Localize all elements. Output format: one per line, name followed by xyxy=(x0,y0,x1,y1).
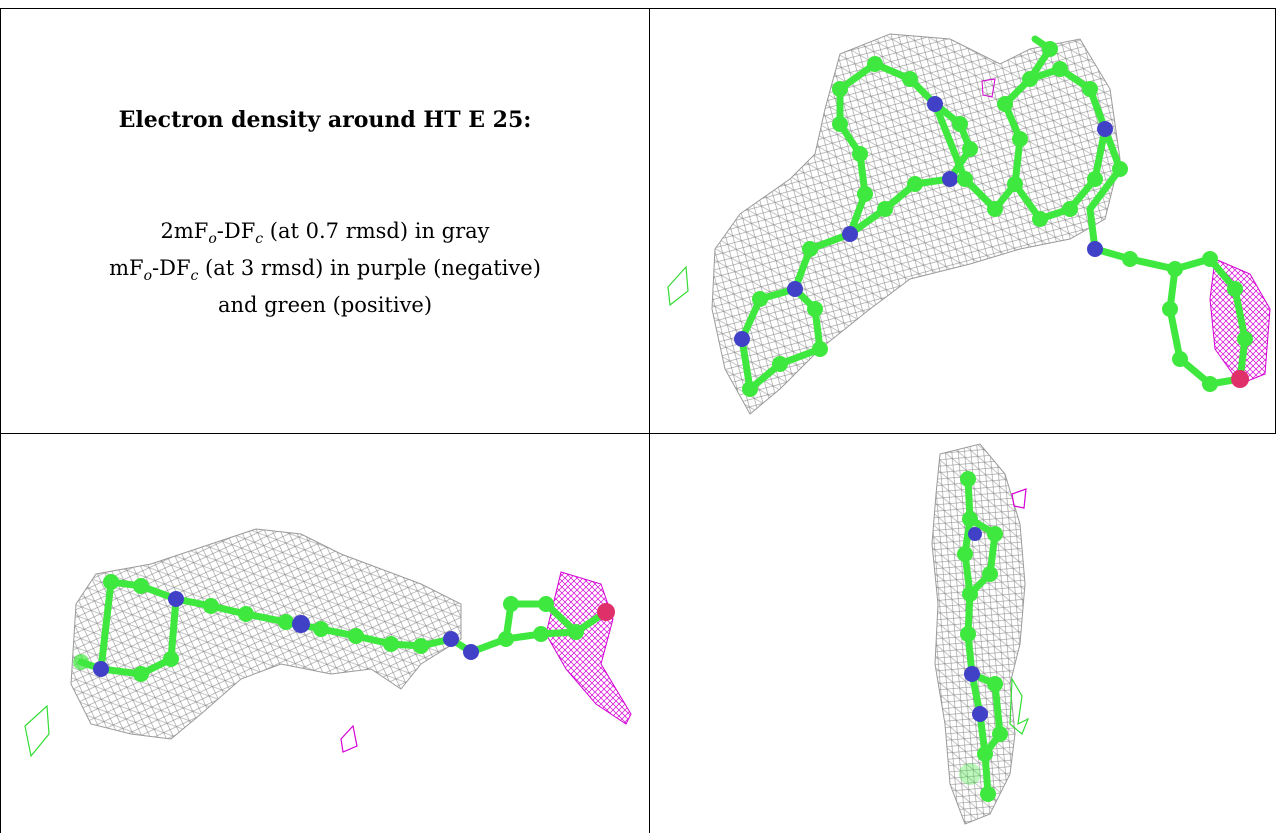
molecule-view-bottom-left xyxy=(24,528,632,758)
atoms-bottom-right xyxy=(957,471,1008,802)
table-border-left xyxy=(0,8,1,833)
caption-cell: Electron density around HT E 25: 2mFo-DF… xyxy=(1,9,649,433)
density-mesh-negative xyxy=(545,571,632,725)
density-mesh-negative-small xyxy=(981,78,996,98)
caption-text: 2mFo-DFc (at 0.7 rmsd) in gray mFo-DFc (… xyxy=(1,217,649,320)
atoms-top-right xyxy=(734,41,1253,397)
view-top-right xyxy=(650,9,1275,433)
table-border-top xyxy=(0,8,1276,9)
atoms-bottom-left xyxy=(73,574,615,682)
table-border-center xyxy=(649,8,650,833)
density-mesh-negative-small xyxy=(340,724,358,753)
view-bottom-right xyxy=(650,434,1276,833)
caption-line-3: and green (positive) xyxy=(217,293,433,318)
density-mesh-gray xyxy=(931,443,1026,825)
density-mesh-positive xyxy=(24,704,50,758)
density-mesh-gray xyxy=(711,33,1121,415)
molecule-view-bottom-right xyxy=(931,443,1030,825)
density-mesh-negative xyxy=(1011,488,1027,509)
caption-title: Electron density around HT E 25: xyxy=(118,107,532,133)
caption-line-1: 2mFo-DFc (at 0.7 rmsd) in gray xyxy=(160,219,490,248)
caption-line-2: mFo-DFc (at 3 rmsd) in purple (negative) xyxy=(109,256,541,285)
density-mesh-positive xyxy=(1009,676,1030,735)
molecule-view-top-right xyxy=(667,33,1271,415)
density-mesh-gray xyxy=(70,528,462,740)
density-mesh-positive xyxy=(667,265,689,307)
table-border-middle xyxy=(0,433,1276,434)
view-bottom-left xyxy=(1,434,649,833)
